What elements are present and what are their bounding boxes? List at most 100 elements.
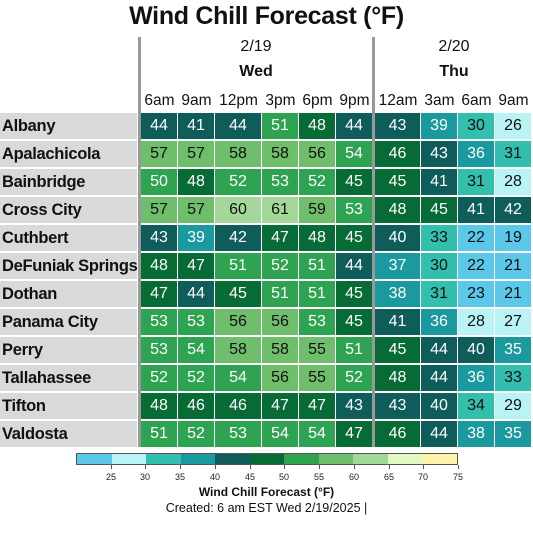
heatmap-cell: 34 xyxy=(458,393,494,419)
heatmap-cell: 38 xyxy=(375,281,420,307)
heatmap-cell: 52 xyxy=(336,365,372,391)
heatmap-cell: 45 xyxy=(421,197,457,223)
day-label-1: Wed xyxy=(239,63,273,80)
heatmap-cell: 37 xyxy=(375,253,420,279)
heatmap-cell: 45 xyxy=(215,281,261,307)
heatmap-cell: 53 xyxy=(141,337,177,363)
heatmap-cell: 57 xyxy=(141,141,177,167)
heatmap-cell: 56 xyxy=(262,365,298,391)
heatmap-cell: 58 xyxy=(262,141,298,167)
colorbar-tick-mark xyxy=(111,465,112,469)
heatmap-cell: 44 xyxy=(215,113,261,139)
time-header: 6am xyxy=(461,92,492,109)
heatmap-cell: 47 xyxy=(141,281,177,307)
heatmap-cell: 40 xyxy=(421,393,457,419)
colorbar-tick-mark xyxy=(145,465,146,469)
heatmap-cell: 36 xyxy=(458,141,494,167)
heatmap-cell: 30 xyxy=(421,253,457,279)
heatmap-cell: 33 xyxy=(421,225,457,251)
heatmap-cell: 28 xyxy=(458,309,494,335)
time-header: 9pm xyxy=(339,92,370,109)
city-label: Albany xyxy=(0,113,137,139)
heatmap-cell: 58 xyxy=(215,337,261,363)
colorbar-tick-mark xyxy=(180,465,181,469)
time-header: 3pm xyxy=(265,92,296,109)
colorbar xyxy=(76,453,458,465)
heatmap-cell: 47 xyxy=(299,393,335,419)
time-header: 3am xyxy=(424,92,455,109)
colorbar-tick-mark xyxy=(250,465,251,469)
heatmap-cell: 51 xyxy=(141,421,177,447)
heatmap-cell: 41 xyxy=(178,113,214,139)
city-label: Tallahassee xyxy=(0,365,137,391)
heatmap-cell: 47 xyxy=(336,421,372,447)
heatmap-cell: 50 xyxy=(141,169,177,195)
heatmap-cell: 54 xyxy=(299,421,335,447)
heatmap-cell: 26 xyxy=(495,113,531,139)
heatmap-cell: 52 xyxy=(215,169,261,195)
heatmap-cell: 45 xyxy=(336,169,372,195)
heatmap-cell: 44 xyxy=(336,253,372,279)
colorbar-tick-mark xyxy=(458,465,459,469)
heatmap-cell: 58 xyxy=(262,337,298,363)
heatmap-cell: 54 xyxy=(178,337,214,363)
left-divider xyxy=(138,37,141,447)
heatmap-cell: 52 xyxy=(178,365,214,391)
colorbar-tick-label: 30 xyxy=(139,472,150,482)
heatmap-cell: 47 xyxy=(178,253,214,279)
heatmap-cell: 45 xyxy=(336,225,372,251)
heatmap-cell: 57 xyxy=(141,197,177,223)
heatmap-cell: 57 xyxy=(178,141,214,167)
heatmap-cell: 39 xyxy=(178,225,214,251)
heatmap-cell: 19 xyxy=(495,225,531,251)
heatmap-cell: 48 xyxy=(375,197,420,223)
time-header: 12am xyxy=(378,92,418,109)
colorbar-tick-label: 65 xyxy=(383,472,394,482)
heatmap-cell: 31 xyxy=(421,281,457,307)
heatmap-cell: 58 xyxy=(215,141,261,167)
heatmap-cell: 22 xyxy=(458,253,494,279)
heatmap-cell: 44 xyxy=(421,421,457,447)
heatmap-cell: 46 xyxy=(178,393,214,419)
heatmap-cell: 43 xyxy=(421,141,457,167)
heatmap-cell: 22 xyxy=(458,225,494,251)
colorbar-segment xyxy=(111,454,147,464)
heatmap-cell: 53 xyxy=(262,169,298,195)
heatmap-cell: 21 xyxy=(495,253,531,279)
colorbar-segment xyxy=(422,454,458,464)
city-label: Cross City xyxy=(0,197,137,223)
city-label: Apalachicola xyxy=(0,141,137,167)
heatmap-cell: 40 xyxy=(458,337,494,363)
heatmap-cell: 52 xyxy=(178,421,214,447)
colorbar-tick-mark xyxy=(354,465,355,469)
heatmap-cell: 44 xyxy=(421,337,457,363)
heatmap-cell: 36 xyxy=(421,309,457,335)
heatmap-cell: 47 xyxy=(262,393,298,419)
date-label-1: 2/19 xyxy=(240,38,272,55)
heatmap-cell: 41 xyxy=(375,309,420,335)
heatmap-cell: 41 xyxy=(458,197,494,223)
heatmap-cell: 48 xyxy=(178,169,214,195)
heatmap-cell: 56 xyxy=(215,309,261,335)
time-header: 6pm xyxy=(302,92,333,109)
heatmap-cell: 54 xyxy=(215,365,261,391)
heatmap-cell: 51 xyxy=(262,113,298,139)
heatmap-cell: 55 xyxy=(299,337,335,363)
colorbar-segment xyxy=(249,454,285,464)
city-label: Bainbridge xyxy=(0,169,137,195)
day-divider xyxy=(372,37,375,447)
colorbar-tick-mark xyxy=(284,465,285,469)
colorbar-segment xyxy=(146,454,181,464)
heatmap-cell: 53 xyxy=(299,309,335,335)
colorbar-segment xyxy=(353,454,388,464)
colorbar-segment xyxy=(77,454,112,464)
heatmap-cell: 44 xyxy=(178,281,214,307)
heatmap-cell: 36 xyxy=(458,365,494,391)
heatmap-cell: 42 xyxy=(495,197,531,223)
city-label: Perry xyxy=(0,337,137,363)
colorbar-tick-label: 70 xyxy=(417,472,428,482)
heatmap-cell: 51 xyxy=(215,253,261,279)
colorbar-tick-mark xyxy=(319,465,320,469)
heatmap-cell: 42 xyxy=(215,225,261,251)
heatmap-cell: 43 xyxy=(375,393,420,419)
